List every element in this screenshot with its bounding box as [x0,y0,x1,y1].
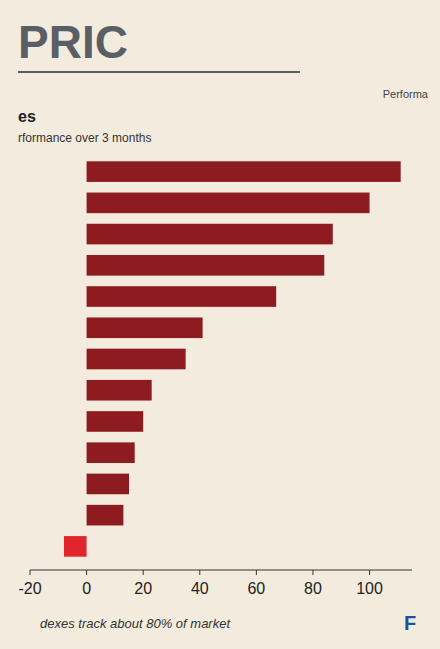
side-label: Performa [383,88,429,100]
chart-root: PRIC Performa es rformance over 3 months -20… [0,0,440,649]
x-tick-label: 40 [191,580,209,597]
bar [87,193,370,214]
bar [87,224,333,245]
bar [87,474,129,495]
x-tick-label: 100 [356,580,383,597]
bar [87,442,135,463]
x-tick-label: 80 [304,580,322,597]
bars [64,161,401,556]
x-tick-label: -20 [18,580,41,597]
x-tick-label: 60 [247,580,265,597]
subtitle: rformance over 3 months [18,131,151,145]
x-tick [30,570,31,575]
x-tick-label: 20 [134,580,152,597]
bar [87,161,401,182]
bar [87,317,203,338]
bar [87,505,124,526]
bar [87,349,186,370]
x-tick [199,570,200,575]
chart: PRIC Performa es rformance over 3 months -20… [0,0,440,649]
bar [87,411,144,432]
bar [87,286,277,307]
x-axis [30,570,412,571]
page-header: PRIC [18,16,128,68]
x-tick [143,570,144,575]
x-tick [312,570,313,575]
bar [87,255,325,276]
background [0,0,440,649]
corner-letter: F [404,612,416,634]
header-rule [18,71,300,73]
x-tick [256,570,257,575]
x-tick [369,570,370,575]
title: es [18,108,36,125]
x-tick-label: 0 [82,580,91,597]
x-tick [86,570,87,575]
bar [64,536,87,557]
bar [87,380,152,401]
footnote: dexes track about 80% of market [40,616,231,631]
